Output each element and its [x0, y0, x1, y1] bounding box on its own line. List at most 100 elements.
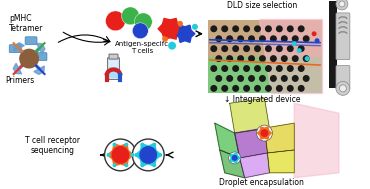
- Circle shape: [221, 45, 228, 52]
- Polygon shape: [14, 43, 24, 51]
- Polygon shape: [294, 103, 339, 178]
- Circle shape: [254, 85, 261, 92]
- Circle shape: [287, 65, 294, 72]
- Circle shape: [281, 35, 288, 42]
- Circle shape: [105, 11, 125, 31]
- Text: DLD size selection: DLD size selection: [227, 1, 297, 10]
- Circle shape: [134, 13, 152, 31]
- Text: ↓ Integrated device: ↓ Integrated device: [224, 95, 301, 104]
- Circle shape: [243, 25, 250, 32]
- Circle shape: [152, 163, 156, 167]
- Circle shape: [254, 65, 261, 72]
- Circle shape: [260, 129, 268, 137]
- Circle shape: [232, 25, 239, 32]
- Circle shape: [130, 153, 134, 157]
- Circle shape: [276, 45, 283, 52]
- Polygon shape: [230, 153, 240, 163]
- Circle shape: [243, 85, 250, 92]
- FancyBboxPatch shape: [9, 45, 21, 53]
- Circle shape: [265, 85, 272, 92]
- Polygon shape: [258, 127, 272, 139]
- Circle shape: [232, 155, 238, 161]
- Circle shape: [177, 21, 183, 27]
- Circle shape: [297, 48, 302, 53]
- Circle shape: [134, 153, 138, 157]
- Circle shape: [132, 139, 164, 171]
- Circle shape: [210, 45, 217, 52]
- Polygon shape: [230, 98, 269, 133]
- Circle shape: [281, 75, 288, 82]
- Circle shape: [276, 65, 283, 72]
- Text: Droplet encapsulation: Droplet encapsulation: [219, 178, 304, 187]
- FancyBboxPatch shape: [208, 20, 322, 57]
- Circle shape: [132, 23, 148, 39]
- Circle shape: [112, 143, 117, 147]
- Circle shape: [243, 45, 250, 52]
- FancyBboxPatch shape: [108, 58, 120, 79]
- Circle shape: [210, 25, 217, 32]
- Circle shape: [265, 45, 272, 52]
- Circle shape: [243, 65, 250, 72]
- Circle shape: [248, 75, 255, 82]
- Circle shape: [287, 25, 294, 32]
- Circle shape: [124, 163, 128, 167]
- Circle shape: [140, 163, 144, 167]
- Circle shape: [178, 27, 192, 41]
- Polygon shape: [259, 19, 322, 93]
- FancyBboxPatch shape: [329, 1, 337, 88]
- Circle shape: [139, 146, 157, 164]
- Circle shape: [226, 75, 233, 82]
- Circle shape: [281, 55, 288, 62]
- FancyBboxPatch shape: [25, 37, 37, 45]
- Circle shape: [237, 75, 244, 82]
- Circle shape: [19, 49, 39, 69]
- Circle shape: [248, 55, 255, 62]
- Circle shape: [312, 31, 317, 36]
- Circle shape: [292, 75, 299, 82]
- Circle shape: [229, 152, 240, 164]
- Circle shape: [192, 24, 198, 30]
- FancyBboxPatch shape: [109, 67, 118, 78]
- Circle shape: [254, 45, 261, 52]
- Polygon shape: [268, 150, 294, 173]
- Circle shape: [292, 55, 299, 62]
- Circle shape: [270, 35, 277, 42]
- Polygon shape: [135, 144, 161, 166]
- Circle shape: [254, 25, 261, 32]
- Circle shape: [270, 75, 277, 82]
- FancyBboxPatch shape: [336, 13, 350, 60]
- Circle shape: [162, 36, 168, 42]
- Circle shape: [256, 125, 272, 141]
- Polygon shape: [265, 123, 294, 153]
- Circle shape: [270, 55, 277, 62]
- Circle shape: [287, 45, 294, 52]
- Circle shape: [168, 42, 176, 50]
- Circle shape: [121, 7, 139, 25]
- Circle shape: [232, 45, 239, 52]
- Circle shape: [259, 35, 266, 42]
- Circle shape: [298, 25, 305, 32]
- Circle shape: [226, 55, 233, 62]
- Circle shape: [231, 154, 238, 161]
- Polygon shape: [235, 128, 268, 158]
- Circle shape: [298, 45, 305, 52]
- Circle shape: [111, 146, 130, 164]
- Circle shape: [232, 85, 239, 92]
- Polygon shape: [108, 144, 133, 166]
- Circle shape: [298, 65, 305, 72]
- Circle shape: [259, 128, 269, 138]
- Circle shape: [215, 35, 222, 42]
- Polygon shape: [240, 153, 269, 178]
- FancyBboxPatch shape: [109, 54, 118, 59]
- Circle shape: [248, 35, 255, 42]
- Circle shape: [287, 85, 294, 92]
- Circle shape: [336, 0, 348, 10]
- Circle shape: [105, 139, 136, 171]
- Circle shape: [303, 35, 310, 42]
- Text: pMHC
Tetramer: pMHC Tetramer: [9, 14, 44, 33]
- Circle shape: [112, 163, 117, 167]
- Circle shape: [303, 55, 310, 62]
- Circle shape: [265, 25, 272, 32]
- Circle shape: [292, 41, 297, 46]
- Circle shape: [158, 153, 162, 157]
